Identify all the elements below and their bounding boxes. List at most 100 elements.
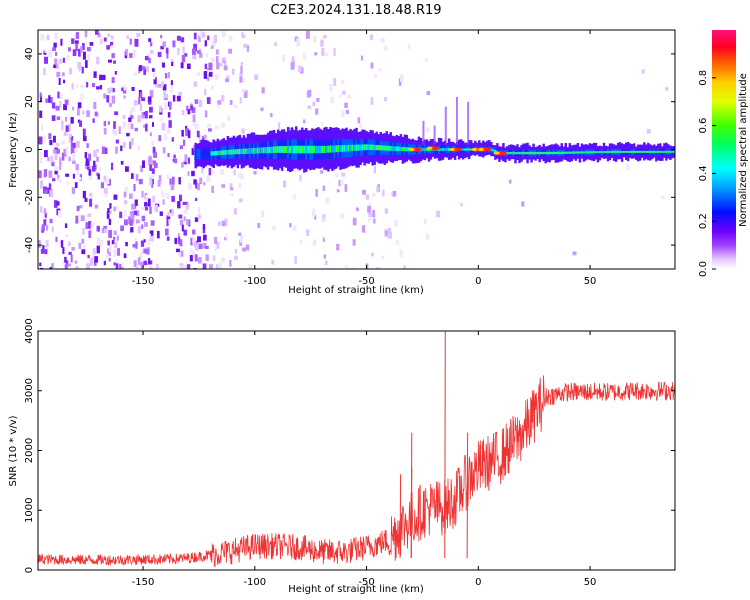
heatmap-cell xyxy=(63,104,67,111)
heatmap-cell xyxy=(195,242,199,251)
heatmap-cell xyxy=(178,177,181,185)
heatmap-cell xyxy=(107,33,111,37)
heatmap-cell xyxy=(143,239,146,243)
colorbar-label: Normalized spectral amplitude xyxy=(738,73,749,227)
heatmap-cell xyxy=(227,116,231,121)
heatmap-cell xyxy=(241,128,245,134)
heatmap-cell xyxy=(167,212,171,217)
heatmap-cell xyxy=(99,239,104,247)
heatmap-cell xyxy=(179,239,183,247)
heatmap-cell xyxy=(584,151,588,154)
heatmap-cell xyxy=(97,173,100,180)
heatmap-cell xyxy=(333,145,336,153)
heatmap-cell xyxy=(107,87,112,94)
heatmap-cell xyxy=(624,150,628,153)
heatmap-cell xyxy=(146,237,149,245)
heatmap-cell xyxy=(373,144,376,151)
heatmap-cell xyxy=(89,198,93,207)
heatmap-cell xyxy=(144,56,149,61)
heatmap-cell xyxy=(152,146,156,154)
heatmap-cell xyxy=(397,146,401,151)
heatmap-cell xyxy=(208,147,211,160)
heatmap-cell xyxy=(359,123,363,128)
heatmap-cell xyxy=(46,34,50,41)
heatmap-cell xyxy=(68,135,71,143)
heatmap-cell xyxy=(109,203,112,209)
heatmap-cell xyxy=(659,150,662,153)
heatmap-cell xyxy=(260,107,264,112)
heatmap-cell xyxy=(98,167,102,172)
heatmap-cell xyxy=(223,60,227,69)
heatmap-cell xyxy=(116,235,119,241)
heatmap-cell xyxy=(141,111,146,119)
heatmap-cell xyxy=(129,38,132,45)
heatmap-cell xyxy=(284,145,288,154)
heatmap-cell xyxy=(40,123,44,132)
heatmap-cell xyxy=(306,229,310,236)
snr-x-tick-label: -150 xyxy=(132,577,155,588)
heatmap-cell xyxy=(92,248,96,256)
heatmap-cell xyxy=(131,203,136,210)
heatmap-cell xyxy=(148,106,153,113)
heatmap-cell xyxy=(165,93,169,99)
heatmap-hotspot xyxy=(478,147,485,152)
heatmap-cell xyxy=(208,62,213,71)
heatmap-cell xyxy=(192,229,196,235)
heatmap-cell xyxy=(641,150,644,153)
heatmap-cell xyxy=(106,95,110,103)
heatmap-cell xyxy=(372,210,376,218)
snr-y-axis-label: SNR (10 * v/v) xyxy=(8,415,19,486)
heatmap-cell xyxy=(556,151,559,155)
heatmap-cell xyxy=(333,77,337,86)
heatmap-cell xyxy=(240,65,243,74)
heatmap-cell xyxy=(171,209,174,216)
heatmap-cell xyxy=(278,146,282,153)
heatmap-cell xyxy=(242,247,246,252)
heatmap-cell xyxy=(93,160,96,167)
heatmap-cell xyxy=(646,129,651,134)
heatmap-cell xyxy=(94,164,97,170)
heatmap-cell xyxy=(150,232,154,236)
heatmap-cell xyxy=(221,122,226,128)
heatmap-cell xyxy=(54,170,58,175)
heatmap-cell xyxy=(645,150,648,153)
heatmap-cell xyxy=(367,205,371,213)
heatmap-cell xyxy=(193,81,198,87)
heatmap-cell xyxy=(38,136,43,145)
heatmap-cell xyxy=(322,214,326,221)
heatmap-cell xyxy=(91,82,96,88)
heatmap-cell xyxy=(82,190,86,199)
heatmap-cell xyxy=(192,121,197,127)
heatmap-cell xyxy=(665,87,669,91)
heatmap-cell xyxy=(233,169,236,176)
heatmap-cell xyxy=(176,95,181,102)
heatmap-cell xyxy=(77,102,82,109)
heatmap-cell xyxy=(178,214,183,219)
heatmap-cell xyxy=(84,31,88,38)
heatmap-cell xyxy=(53,42,57,48)
heatmap-cell xyxy=(70,147,75,155)
heatmap-cell xyxy=(201,167,204,174)
heatmap-cell xyxy=(71,38,75,44)
heatmap-cell xyxy=(352,217,357,226)
snr-frame xyxy=(37,330,676,571)
heatmap-cell xyxy=(655,150,658,153)
heatmap-cell xyxy=(321,47,324,55)
heatmap-cell xyxy=(582,151,586,154)
heatmap-cell xyxy=(211,169,214,174)
heatmap-cell xyxy=(96,245,100,254)
heatmap-cell xyxy=(151,168,155,174)
heatmap-cell xyxy=(610,150,614,153)
heatmap-cell xyxy=(40,248,45,254)
heatmap-cell xyxy=(220,169,224,175)
heatmap-cell xyxy=(149,50,154,54)
heatmap-cell xyxy=(239,239,242,246)
heatmap-cell xyxy=(239,76,243,83)
heatmap-cell xyxy=(168,101,172,110)
heatmap-cell xyxy=(150,220,155,226)
heatmap-cell xyxy=(208,73,213,77)
heatmap-cell xyxy=(167,128,171,134)
heatmap-cell xyxy=(194,217,199,222)
heatmap-cell xyxy=(538,151,541,155)
heatmap-cell xyxy=(214,73,219,80)
